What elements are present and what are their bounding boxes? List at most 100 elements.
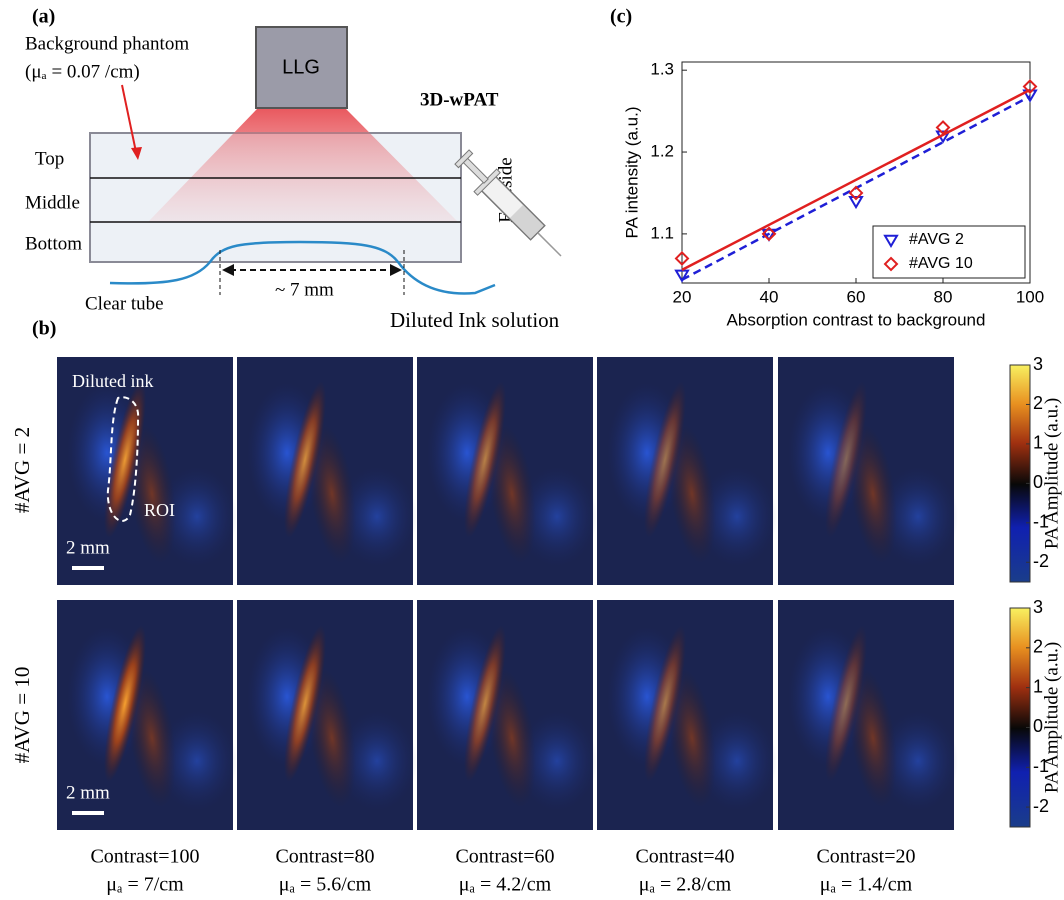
inset-label: Diluted ink — [72, 371, 154, 391]
row-label: #AVG = 10 — [10, 667, 34, 764]
mu-label: μₐ = 1.4/cm — [820, 874, 913, 896]
data-point — [935, 120, 951, 135]
solution-label: Diluted Ink solution — [390, 308, 560, 332]
x-tick-label: 40 — [760, 287, 779, 306]
x-axis-label: Absorption contrast to background — [727, 310, 986, 329]
colorbar-tick-label: 0 — [1033, 716, 1043, 736]
photoacoustic-image — [417, 357, 597, 585]
signal-streak — [284, 381, 326, 538]
llg-box — [255, 26, 348, 109]
arrow — [121, 84, 137, 153]
signal-streak — [825, 381, 867, 538]
layer-label: Middle — [25, 192, 80, 213]
tube-label: Clear tube — [85, 293, 164, 314]
light-beam-overlay — [148, 108, 458, 222]
scale-bar — [72, 811, 104, 815]
scale-bar-label: 2 mm — [66, 782, 110, 803]
signal-streak — [849, 668, 897, 808]
colorbar-tick-label: -2 — [1033, 796, 1049, 816]
row-label: #AVG = 2 — [10, 427, 34, 513]
signal-streak — [308, 668, 356, 808]
phantom-mu: (μₐ = 0.07 /cm) — [25, 61, 140, 82]
panel-label: (a) — [32, 6, 55, 28]
chart: 1.1 1.2 1.3 20 40 60 80 100 Absorption contrast … — [622, 60, 1044, 330]
colorbar-label: PA Amplitude (a.u.) — [1041, 642, 1062, 793]
photoacoustic-image — [237, 357, 417, 585]
signal-streak — [464, 381, 506, 538]
signal-streak — [104, 625, 146, 782]
y-tick-label: 1.3 — [650, 60, 674, 79]
photoacoustic-image — [57, 600, 237, 830]
scale-bar-label: 2 mm — [66, 537, 110, 558]
mu-label: μₐ = 2.8/cm — [639, 874, 732, 896]
mu-label: μₐ = 4.2/cm — [459, 874, 552, 896]
blue-region — [157, 466, 237, 567]
legend-box — [872, 225, 1026, 279]
blue-region — [337, 711, 417, 811]
x-tick-label: 80 — [934, 287, 953, 306]
plot-frame — [681, 61, 1031, 284]
signal-streak — [825, 625, 867, 782]
photoacoustic-image — [778, 357, 958, 585]
colorbar-tick-label: -1 — [1033, 756, 1049, 776]
legend-label: #AVG 2 — [909, 231, 964, 248]
x-tick-label: 20 — [673, 287, 692, 306]
signal-streak — [104, 381, 146, 538]
colorbar-tick-label: 3 — [1033, 597, 1043, 617]
colorbar — [1009, 364, 1031, 583]
llg-label: LLG — [282, 56, 320, 78]
arrow-head — [131, 147, 142, 160]
colorbar — [1009, 607, 1031, 828]
panel-label: (b) — [32, 318, 56, 340]
contrast-label: Contrast=80 — [275, 846, 374, 868]
signal-streak — [488, 668, 536, 808]
colorbar-tick-label: 2 — [1033, 637, 1043, 657]
legend-label: #AVG 10 — [909, 255, 973, 272]
contrast-label: Contrast=40 — [635, 846, 734, 868]
contrast-label: Contrast=100 — [90, 846, 199, 868]
signal-streak — [849, 424, 897, 564]
phantom-label: Background phantom — [25, 33, 189, 54]
photoacoustic-image — [237, 600, 417, 830]
photoacoustic-image — [597, 600, 777, 830]
y-axis-label: PA intensity (a.u.) — [622, 107, 641, 239]
signal-streak — [128, 668, 176, 808]
colorbar-tick-label: -1 — [1033, 512, 1049, 532]
data-point — [848, 195, 864, 210]
signal-streak — [668, 424, 716, 564]
signal-streak — [308, 424, 356, 564]
data-point — [761, 226, 777, 242]
data-point — [848, 185, 864, 201]
blue-region — [337, 466, 417, 567]
legend-marker — [883, 256, 899, 272]
photoacoustic-image — [597, 357, 777, 585]
signal-streak — [488, 424, 536, 564]
arrow-head — [390, 264, 402, 276]
data-point — [761, 228, 777, 242]
roi-outline — [106, 396, 140, 522]
layer-label: Top — [35, 148, 64, 169]
inset-label: ROI — [144, 500, 175, 520]
signal-streak — [668, 668, 716, 808]
blue-region — [517, 466, 597, 567]
colorbar-tick-label: 2 — [1033, 393, 1043, 413]
colorbar-tick-label: 3 — [1033, 354, 1043, 374]
signal-streak — [284, 625, 326, 782]
photoacoustic-image — [778, 600, 958, 830]
data-point — [674, 269, 690, 283]
blue-region — [878, 711, 958, 811]
signal-streak — [128, 424, 176, 564]
colorbar-tick-label: -2 — [1033, 551, 1049, 571]
signal-streak — [644, 381, 686, 538]
y-tick-label: 1.2 — [650, 142, 674, 161]
y-tick-label: 1.1 — [650, 223, 674, 242]
scale-bar — [72, 566, 104, 570]
mu-label: μₐ = 7/cm — [106, 874, 184, 896]
photoacoustic-image — [57, 357, 237, 585]
syringe — [454, 149, 562, 257]
colorbar-tick-label: 1 — [1033, 433, 1043, 453]
photoacoustic-image — [417, 600, 597, 830]
tube — [109, 240, 496, 295]
